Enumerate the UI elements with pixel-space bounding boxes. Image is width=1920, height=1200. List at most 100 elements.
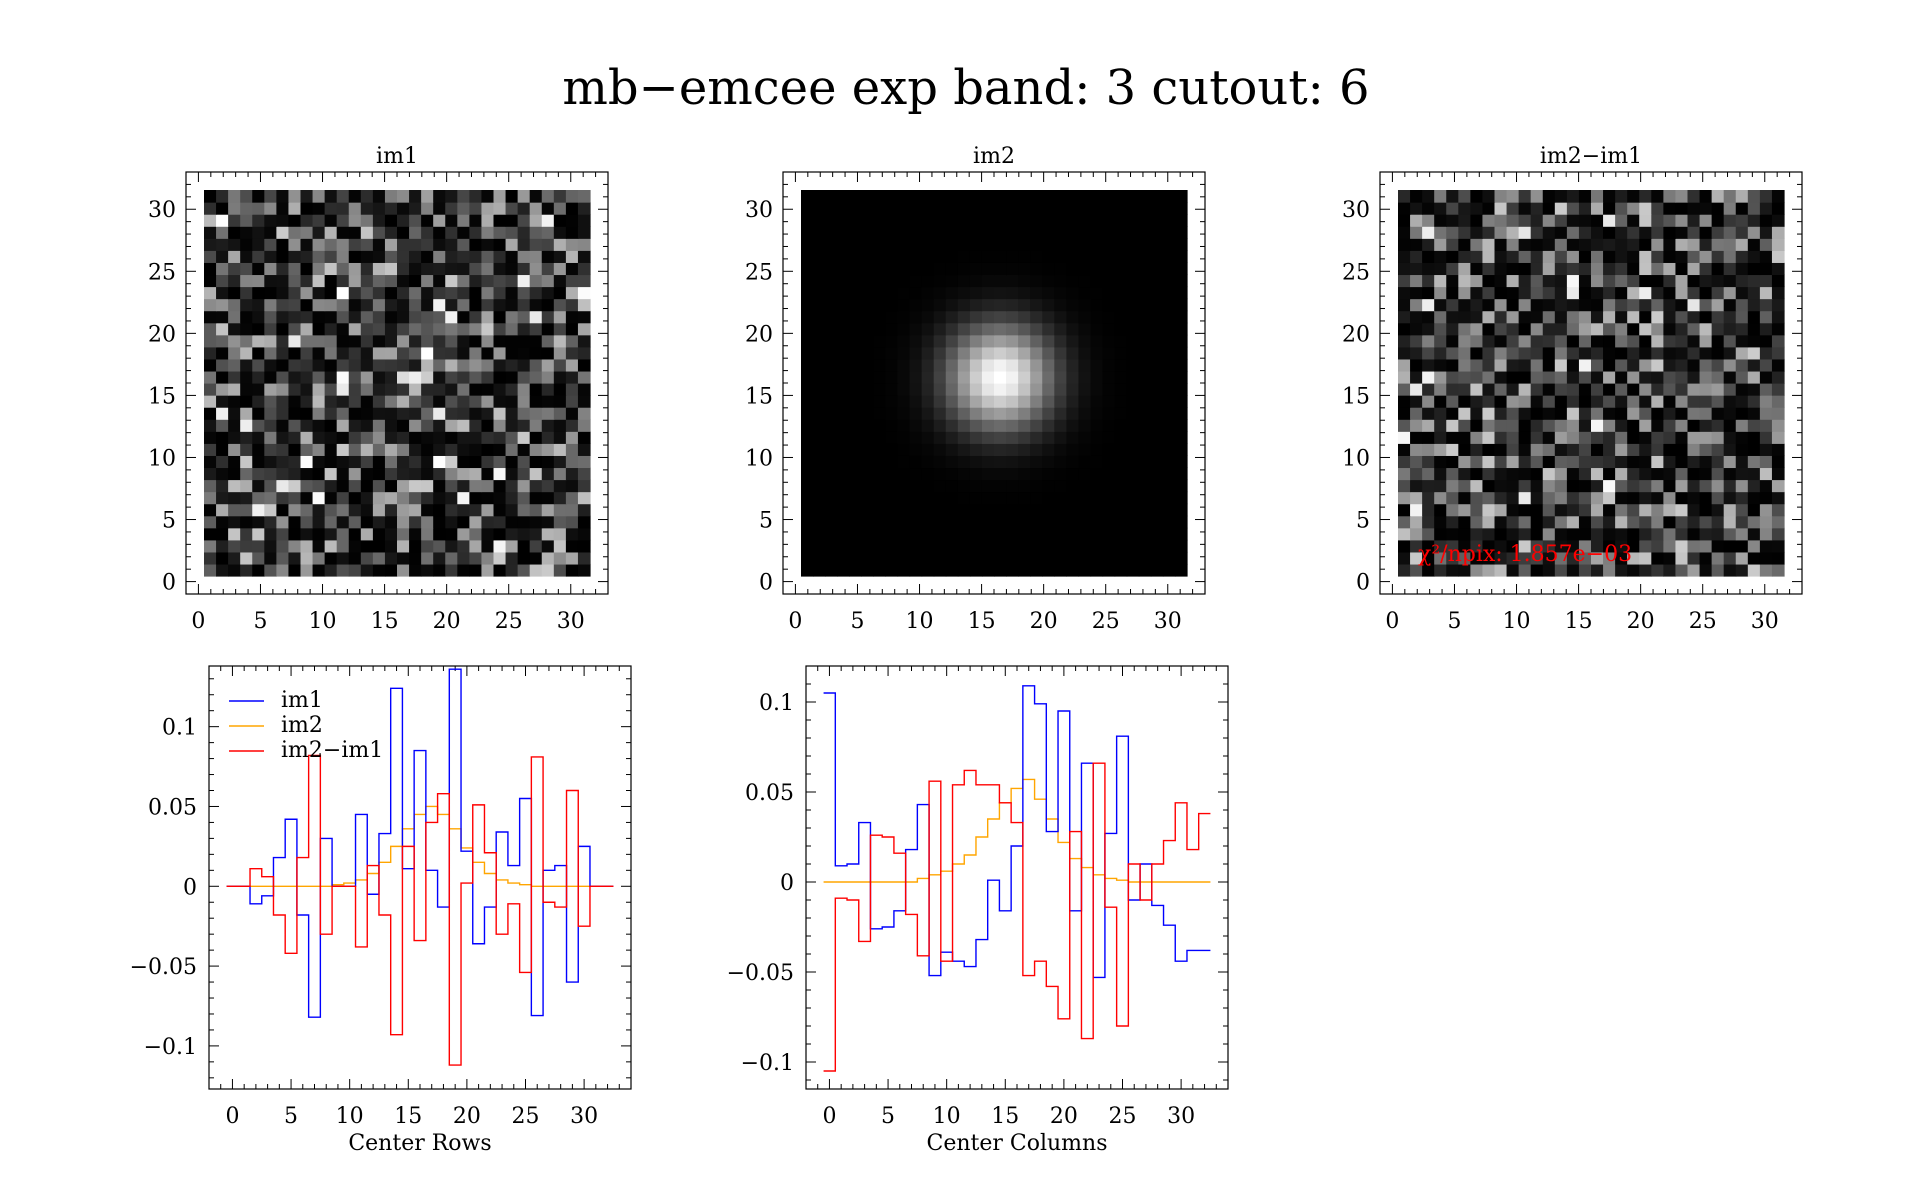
- image-pixel: [1735, 455, 1749, 469]
- image-pixel: [885, 310, 899, 324]
- image-pixel: [300, 503, 314, 517]
- image-pixel: [1090, 515, 1104, 529]
- image-pixel: [1639, 346, 1652, 360]
- image-pixel: [348, 383, 362, 396]
- image-pixel: [897, 214, 911, 227]
- image-pixel: [384, 563, 398, 577]
- image-pixel: [1090, 214, 1104, 227]
- image-pixel: [1663, 238, 1677, 251]
- image-pixel: [969, 491, 983, 505]
- image-pixel: [553, 467, 567, 481]
- image-pixel: [933, 190, 947, 203]
- image-pixel: [445, 503, 458, 517]
- panel-title: im2: [973, 144, 1015, 169]
- image-pixel: [1102, 383, 1116, 396]
- x-axis-label: Center Rows: [348, 1131, 491, 1156]
- image-pixel: [360, 515, 374, 529]
- image-pixel: [1410, 563, 1423, 577]
- image-pixel: [1735, 334, 1749, 348]
- image-pixel: [837, 563, 850, 577]
- image-pixel: [372, 262, 386, 276]
- image-pixel: [336, 503, 350, 517]
- image-pixel: [300, 358, 314, 372]
- image-pixel: [1699, 419, 1713, 432]
- image-pixel: [324, 395, 338, 408]
- image-pixel: [204, 298, 217, 312]
- image-pixel: [1042, 286, 1055, 300]
- image-pixel: [1422, 431, 1435, 444]
- image-pixel: [1699, 383, 1713, 396]
- image-pixel: [384, 274, 398, 288]
- image-pixel: [1126, 310, 1140, 324]
- image-pixel: [969, 383, 983, 396]
- image-pixel: [264, 419, 277, 432]
- image-pixel: [384, 395, 398, 408]
- image-pixel: [252, 358, 265, 372]
- image-pixel: [493, 467, 507, 481]
- image-pixel: [1578, 383, 1592, 396]
- image-pixel: [397, 226, 410, 239]
- image-pixel: [1663, 190, 1677, 203]
- image-pixel: [252, 370, 265, 384]
- image-pixel: [1759, 370, 1773, 384]
- image-pixel: [1663, 286, 1677, 300]
- image-pixel: [300, 407, 314, 420]
- image-pixel: [897, 551, 911, 565]
- image-pixel: [457, 250, 470, 263]
- image-pixel: [457, 214, 470, 227]
- image-pixel: [957, 322, 971, 336]
- image-pixel: [1542, 527, 1556, 541]
- image-pixel: [505, 334, 519, 348]
- image-pixel: [216, 250, 229, 263]
- x-tick-label: 0: [1385, 609, 1399, 634]
- image-pixel: [1018, 431, 1031, 444]
- image-pixel: [360, 334, 374, 348]
- image-pixel: [409, 527, 422, 541]
- image-pixel: [1030, 407, 1043, 420]
- x-tick-label: 20: [1050, 1104, 1078, 1129]
- image-pixel: [1554, 358, 1568, 372]
- image-pixel: [505, 202, 519, 215]
- image-pixel: [529, 370, 543, 384]
- image-pixel: [1735, 419, 1749, 432]
- image-pixel: [1506, 443, 1520, 456]
- image-pixel: [1591, 346, 1604, 360]
- image-pixel: [469, 370, 483, 384]
- image-pixel: [1422, 407, 1435, 420]
- image-pixel: [873, 551, 887, 565]
- image-pixel: [1174, 262, 1188, 276]
- image-pixel: [1651, 407, 1664, 420]
- image-pixel: [1006, 455, 1019, 469]
- image-pixel: [1066, 443, 1080, 456]
- image-pixel: [1771, 274, 1785, 288]
- image-pixel: [565, 286, 579, 300]
- image-pixel: [445, 395, 458, 408]
- image-pixel: [837, 443, 850, 456]
- image-pixel: [481, 395, 495, 408]
- image-pixel: [1006, 539, 1019, 553]
- image-pixel: [1482, 383, 1496, 396]
- image-pixel: [849, 563, 862, 577]
- image-pixel: [873, 334, 887, 348]
- image-pixel: [228, 358, 241, 372]
- image-pixel: [1627, 551, 1640, 565]
- image-pixel: [1030, 274, 1043, 288]
- image-pixel: [228, 503, 241, 517]
- image-pixel: [825, 250, 838, 263]
- x-tick-label: 30: [1751, 609, 1779, 634]
- image-pixel: [1078, 298, 1092, 312]
- image-pixel: [801, 286, 814, 300]
- image-pixel: [1042, 515, 1055, 529]
- image-pixel: [240, 455, 253, 469]
- image-pixel: [397, 455, 410, 469]
- image-pixel: [849, 370, 862, 384]
- image-pixel: [1446, 527, 1459, 541]
- image-pixel: [1174, 334, 1188, 348]
- image-pixel: [1422, 226, 1435, 239]
- image-pixel: [312, 563, 326, 577]
- image-pixel: [1090, 238, 1104, 251]
- image-pixel: [421, 563, 434, 577]
- image-pixel: [1566, 190, 1580, 203]
- image-pixel: [469, 563, 483, 577]
- image-pixel: [553, 383, 567, 396]
